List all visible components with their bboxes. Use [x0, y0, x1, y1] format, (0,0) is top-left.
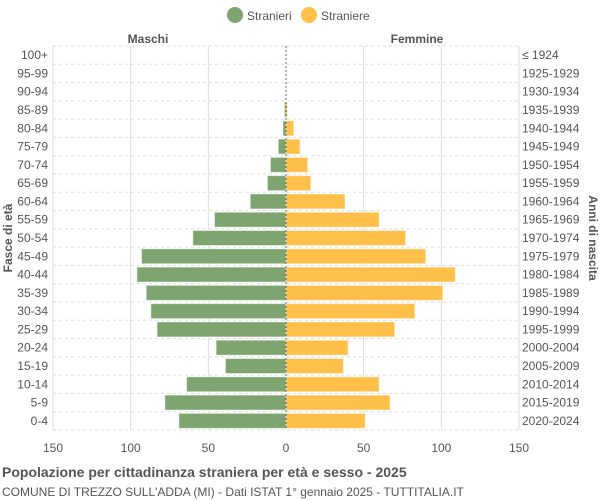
population-pyramid: 100+ ≤ 1924 95-99 1925-1929 90-94 1930-1934 85…	[1, 7, 600, 455]
birth-year-label: 1995-1999	[522, 322, 580, 336]
chart-title: Popolazione per cittadinanza straniera p…	[2, 464, 407, 480]
birth-year-label: 1985-1989	[522, 286, 580, 300]
age-label: 10-14	[17, 377, 48, 391]
age-label: 55-59	[17, 213, 48, 227]
age-label: 40-44	[17, 268, 48, 282]
age-label: 65-69	[17, 176, 48, 190]
age-label: 95-99	[17, 66, 48, 80]
age-label: 25-29	[17, 322, 48, 336]
age-label: 35-39	[17, 286, 48, 300]
age-label: 75-79	[17, 140, 48, 154]
bar-female-5-9	[285, 394, 391, 411]
bar-male-35-39	[145, 284, 287, 301]
birth-year-label: 1970-1974	[522, 231, 580, 245]
birth-year-label: 1925-1929	[522, 66, 580, 80]
age-label: 0-4	[31, 414, 49, 428]
x-tick-label: 50	[202, 441, 216, 455]
birth-year-label: 1940-1944	[522, 121, 580, 135]
y-axis-label-right: Anni di nascita	[586, 195, 600, 281]
birth-year-label: 1955-1959	[522, 176, 580, 190]
bar-female-15-19	[285, 358, 344, 374]
age-label: 20-24	[17, 341, 48, 355]
bar-female-75-79	[285, 138, 301, 155]
birth-year-label: 1975-1979	[522, 249, 580, 263]
x-tick-label: 150	[43, 441, 63, 455]
x-tick-label: 100	[121, 441, 141, 455]
birth-year-label: 1950-1954	[522, 158, 580, 172]
bar-male-70-74	[269, 156, 287, 173]
bar-male-15-19	[224, 358, 287, 374]
birth-year-label: 1945-1949	[522, 140, 580, 154]
left-header: Maschi	[128, 32, 169, 46]
bar-male-10-14	[186, 376, 287, 393]
bar-female-30-34	[285, 303, 416, 320]
bar-male-40-44	[136, 266, 287, 283]
legend-marker-straniere	[301, 7, 317, 23]
birth-year-label: ≤ 1924	[522, 48, 559, 62]
bar-female-45-49	[285, 248, 427, 265]
bar-male-50-54	[192, 230, 287, 246]
birth-year-label: 2005-2009	[522, 359, 580, 373]
bar-female-50-54	[285, 230, 407, 246]
bar-female-55-59	[285, 211, 380, 228]
bar-male-75-79	[277, 138, 287, 155]
age-label: 100+	[21, 48, 48, 62]
bar-female-35-39	[285, 284, 444, 301]
bar-male-30-34	[150, 303, 287, 320]
bar-female-10-14	[285, 376, 380, 393]
legend-marker-stranieri	[227, 7, 243, 23]
bar-male-55-59	[214, 211, 287, 228]
bar-female-25-29	[285, 321, 396, 338]
bar-male-20-24	[215, 339, 287, 356]
age-label: 70-74	[17, 158, 48, 172]
bar-male-0-4	[178, 412, 287, 429]
bar-male-25-29	[156, 321, 287, 338]
bar-female-0-4	[285, 412, 366, 429]
bar-female-80-84	[285, 120, 295, 137]
legend-label-stranieri: Stranieri	[247, 9, 292, 23]
birth-year-label: 2010-2014	[522, 377, 580, 391]
x-tick-label: 100	[431, 441, 451, 455]
bar-female-20-24	[285, 339, 349, 356]
birth-year-label: 1935-1939	[522, 103, 580, 117]
age-label: 45-49	[17, 249, 48, 263]
age-label: 5-9	[31, 396, 49, 410]
bar-female-70-74	[285, 156, 309, 173]
y-axis-label-left: Fasce di età	[1, 203, 15, 272]
x-tick-label: 50	[357, 441, 371, 455]
x-tick-label: 150	[509, 441, 529, 455]
birth-year-label: 1960-1964	[522, 194, 580, 208]
birth-year-label: 1990-1994	[522, 304, 580, 318]
bar-male-5-9	[164, 394, 287, 411]
right-header: Femmine	[391, 32, 444, 46]
birth-year-label: 1980-1984	[522, 268, 580, 282]
birth-year-label: 2020-2024	[522, 414, 580, 428]
legend-label-straniere: Straniere	[321, 9, 370, 23]
age-label: 30-34	[17, 304, 48, 318]
chart-subtitle: COMUNE DI TREZZO SULL'ADDA (MI) - Dati I…	[2, 485, 464, 499]
bar-female-40-44	[285, 266, 456, 283]
bar-female-60-64	[285, 193, 346, 210]
age-label: 60-64	[17, 194, 48, 208]
age-label: 85-89	[17, 103, 48, 117]
bar-male-45-49	[141, 248, 287, 265]
x-tick-label: 0	[283, 441, 290, 455]
bar-male-65-69	[266, 175, 287, 192]
bar-female-65-69	[285, 175, 312, 192]
age-label: 50-54	[17, 231, 48, 245]
age-label: 80-84	[17, 121, 48, 135]
age-label: 90-94	[17, 85, 48, 99]
birth-year-label: 2000-2004	[522, 341, 580, 355]
birth-year-label: 2015-2019	[522, 396, 580, 410]
age-label: 15-19	[17, 359, 48, 373]
birth-year-label: 1965-1969	[522, 213, 580, 227]
bar-male-60-64	[249, 193, 287, 210]
birth-year-label: 1930-1934	[522, 85, 580, 99]
